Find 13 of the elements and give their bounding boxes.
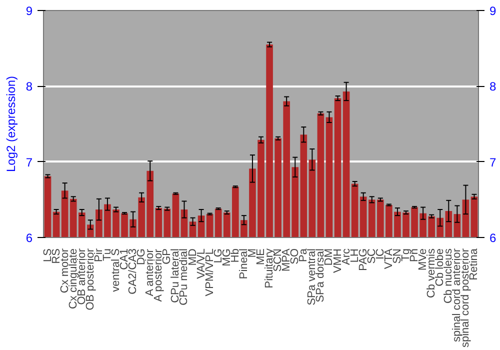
y-tick-label: 8 (26, 80, 33, 94)
x-tick-label: Tg (400, 248, 412, 262)
y-tick-label: 6 (26, 231, 33, 245)
x-tick-label: RS (50, 248, 62, 264)
y-tick-label: 9 (26, 4, 33, 18)
x-tick-label: Retina (468, 248, 480, 280)
y2-tick-label: 6 (490, 231, 496, 245)
x-tick-label: OB posterior (84, 248, 96, 310)
y2-tick-label: 7 (490, 155, 496, 170)
y2-tick-label: 8 (490, 80, 496, 94)
y-tick-label: 7 (26, 155, 33, 170)
y-axis-title: Log2 (expression) (4, 76, 18, 172)
y2-tick-label: 9 (490, 4, 496, 18)
